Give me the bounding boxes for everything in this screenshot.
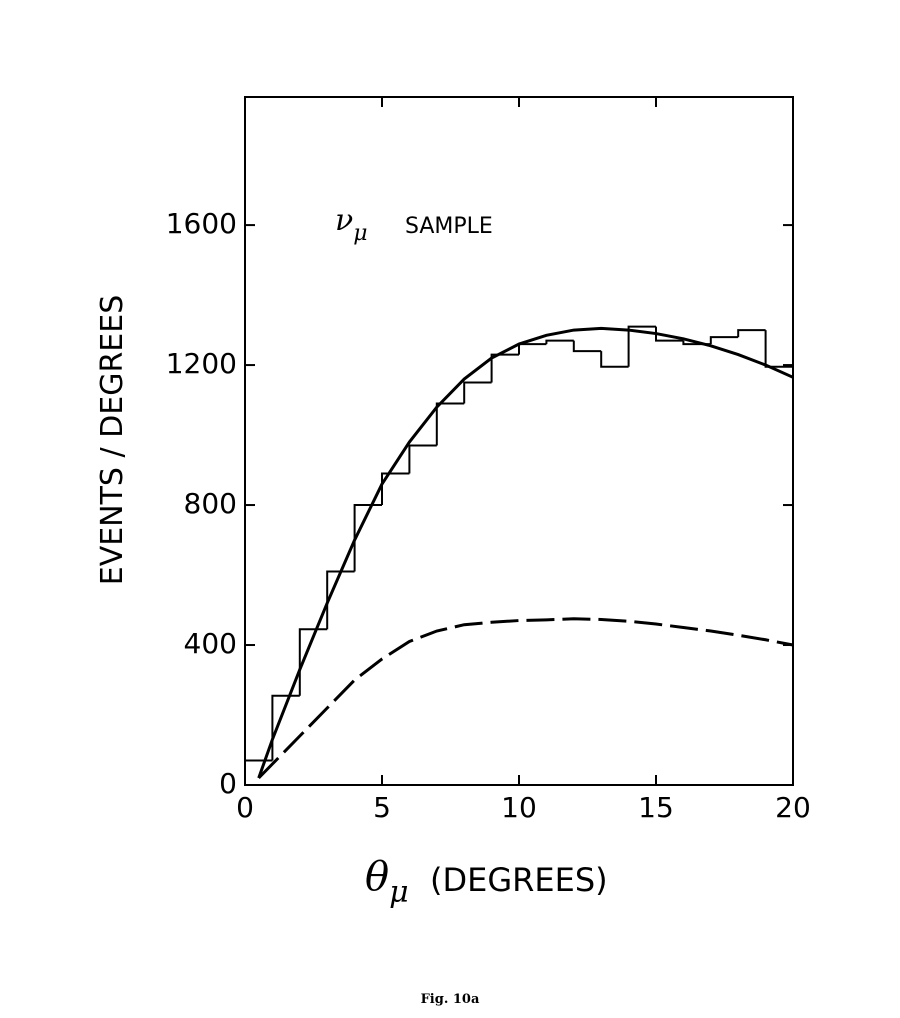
annotation: νμ bbox=[335, 203, 368, 246]
histogram-bin bbox=[627, 325, 656, 367]
x-tick-label: 10 bbox=[501, 791, 537, 824]
histogram-bin bbox=[381, 472, 410, 506]
y-axis-label: EVENTS / DEGREES bbox=[95, 295, 130, 586]
annotation-text: SAMPLE bbox=[405, 214, 493, 239]
histogram-bin bbox=[463, 381, 492, 404]
caption: Fig. 10a bbox=[421, 992, 480, 1007]
y-tick-label: 800 bbox=[184, 487, 237, 520]
histogram-bin bbox=[600, 351, 629, 368]
histogram-bin bbox=[490, 353, 519, 383]
x-label-symbol: θ bbox=[365, 854, 389, 900]
x-tick-label: 5 bbox=[373, 791, 391, 824]
x-tick-label: 20 bbox=[775, 791, 811, 824]
y-tick-label: 1200 bbox=[166, 347, 237, 380]
histogram-bin bbox=[518, 343, 547, 355]
histogram-bin bbox=[244, 759, 273, 785]
x-label-text: (DEGREES) bbox=[430, 861, 608, 899]
curve bbox=[257, 617, 794, 780]
x-label-subscript: μ bbox=[389, 875, 409, 910]
histogram-bin bbox=[545, 339, 574, 345]
y-tick-label: 0 bbox=[219, 767, 237, 800]
curve bbox=[257, 326, 794, 779]
annotation-subscript: μ bbox=[353, 221, 367, 246]
histogram-bin bbox=[709, 336, 739, 345]
x-tick-label: 0 bbox=[236, 791, 254, 824]
x-tick-label: 15 bbox=[638, 791, 674, 824]
x-axis-label: θμ bbox=[365, 854, 409, 910]
histogram-bin bbox=[408, 444, 437, 474]
histogram-bin bbox=[435, 402, 465, 446]
histogram-bin bbox=[655, 326, 684, 342]
plot-frame bbox=[244, 96, 794, 786]
histogram-bin bbox=[326, 570, 355, 630]
y-tick-label: 400 bbox=[184, 627, 237, 660]
histogram-bin bbox=[764, 330, 793, 368]
histogram-bin bbox=[737, 329, 766, 338]
annotation-symbol: ν bbox=[335, 203, 353, 238]
histogram-bin bbox=[572, 340, 602, 353]
y-tick-label: 1600 bbox=[166, 207, 237, 240]
